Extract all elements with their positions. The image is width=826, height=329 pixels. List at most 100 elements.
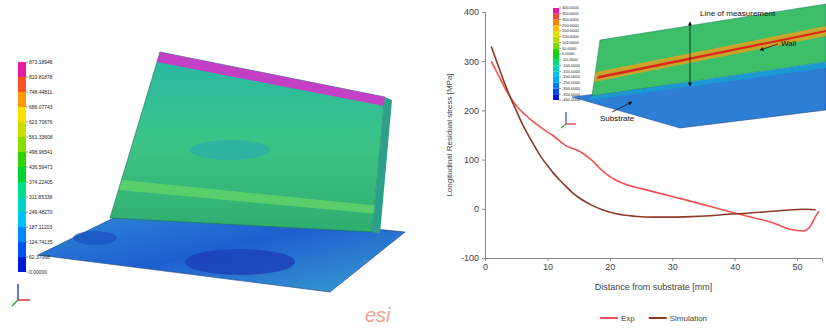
colorbar-label: 498.96541 — [29, 149, 53, 155]
colorbar-cell — [553, 77, 559, 83]
colorbar-cell — [18, 182, 26, 197]
colorbar-label: 400.0000 — [562, 5, 579, 10]
axis-triad — [17, 284, 19, 300]
y-tick-label: 300 — [464, 57, 479, 67]
colorbar-tick — [559, 36, 561, 37]
colorbar-tick — [559, 31, 561, 32]
colorbar-label: 436.59473 — [29, 164, 53, 170]
x-tick: 10 — [543, 258, 553, 272]
colorbar-cell — [18, 197, 26, 212]
x-tick: 50 — [793, 258, 803, 272]
axis-triad — [566, 123, 576, 124]
legend-swatch — [600, 317, 618, 319]
colorbar-tick — [26, 257, 28, 258]
left-panel: 873.18946810.81878748.44811686.07743623.… — [12, 52, 405, 326]
colorbar-tick — [26, 182, 28, 183]
colorbar-tick — [26, 167, 28, 168]
colorbar-cell — [553, 20, 559, 26]
wall-patch — [190, 140, 270, 160]
y-tick: 100 — [464, 155, 485, 165]
y-tick-label: 400 — [464, 7, 479, 17]
colorbar-label: 374.22405 — [29, 179, 53, 185]
colorbar-tick — [26, 242, 28, 243]
y-tick-mark — [482, 160, 485, 161]
colorbar-label: -350.0000 — [562, 92, 581, 97]
inset-background — [548, 0, 826, 132]
x-tick-label: 0 — [483, 262, 488, 272]
colorbar-label: -300.0000 — [562, 86, 581, 91]
x-axis-line — [486, 259, 823, 262]
colorbar-label: 124.74135 — [29, 239, 53, 245]
colorbar-tick — [559, 59, 561, 60]
colorbar-cell — [18, 167, 26, 182]
y-tick-label: 0 — [474, 204, 479, 214]
inset: Line of measurement Wall Substrate 400.0000… — [548, 0, 826, 132]
colorbar-cell — [18, 227, 26, 242]
colorbar-tick — [559, 65, 561, 66]
x-tick-mark — [610, 258, 611, 261]
axis-triad — [18, 299, 30, 301]
x-tick: 30 — [668, 258, 678, 272]
colorbar-cell — [553, 89, 559, 95]
y-tick: 300 — [464, 57, 485, 67]
colorbar-label: 686.07743 — [29, 104, 53, 110]
legend: Exp Simulation — [600, 314, 707, 323]
colorbar-cell — [553, 71, 559, 77]
colorbar-tick — [26, 227, 28, 228]
legend-label: Exp — [621, 314, 635, 323]
colorbar-tick — [559, 88, 561, 89]
colorbar-label: 62.37068 — [29, 254, 50, 260]
x-tick-label: 30 — [668, 262, 678, 272]
wall-top — [157, 52, 385, 106]
x-tick-label: 10 — [543, 262, 553, 272]
colorbar-tick — [559, 48, 561, 49]
x-tick-mark — [547, 258, 548, 261]
colorbar-cell — [553, 8, 559, 14]
colorbar-label: 187.11203 — [29, 224, 52, 230]
colorbar-tick — [26, 137, 28, 138]
colorbar-label: -150.0000 — [562, 69, 581, 74]
legend-swatch — [649, 317, 667, 319]
annotation: Substrate — [600, 114, 635, 123]
colorbar-label: 561.33608 — [29, 134, 53, 140]
colorbar-cell — [553, 54, 559, 60]
colorbar-tick — [559, 19, 561, 20]
colorbar-tick — [559, 100, 561, 101]
inset-wall-base — [590, 62, 826, 100]
axis-triad — [561, 124, 566, 128]
y-axis-title: Longitudinal Residual stress [MPa] — [445, 73, 454, 196]
annotation: Wall — [781, 39, 796, 48]
legend-item: Exp — [600, 314, 635, 323]
plate-patch — [185, 249, 295, 275]
colorbar-tick — [559, 77, 561, 78]
plate-patch — [73, 231, 117, 245]
y-tick-mark — [482, 12, 485, 13]
colorbar-cell — [553, 14, 559, 20]
y-tick-mark — [482, 258, 485, 259]
colorbar-tick — [559, 94, 561, 95]
colorbar-label: 873.18946 — [29, 59, 53, 65]
x-tick-mark — [735, 258, 736, 261]
colorbar-cell — [553, 60, 559, 66]
colorbar-label: 623.70676 — [29, 119, 53, 125]
y-axis: -1000100200300400 — [461, 7, 486, 263]
colorbar-label: 0.00000 — [29, 269, 47, 275]
inset-wall-band — [594, 26, 826, 82]
colorbar-tick — [26, 122, 28, 123]
colorbar-label: 311.85338 — [29, 194, 52, 200]
legend-item: Simulation — [649, 314, 707, 323]
colorbar-label: 250.0000 — [562, 23, 579, 28]
figure: 873.18946810.81878748.44811686.07743623.… — [0, 0, 826, 329]
colorbar-tick — [559, 54, 561, 55]
colorbar-tick — [26, 197, 28, 198]
colorbar-cell — [553, 43, 559, 49]
annotation: Line of measurement — [700, 9, 776, 18]
x-axis-title: Distance from substrate [mm] — [595, 282, 713, 292]
colorbar-label: 249.48270 — [29, 209, 53, 215]
colorbar-cell — [553, 37, 559, 43]
colorbar-label: -100.0000 — [562, 63, 581, 68]
y-tick: 400 — [464, 7, 485, 17]
colorbar-cell — [553, 66, 559, 72]
colorbar-cell — [18, 152, 26, 167]
colorbar-label: 150.0000 — [562, 34, 579, 39]
